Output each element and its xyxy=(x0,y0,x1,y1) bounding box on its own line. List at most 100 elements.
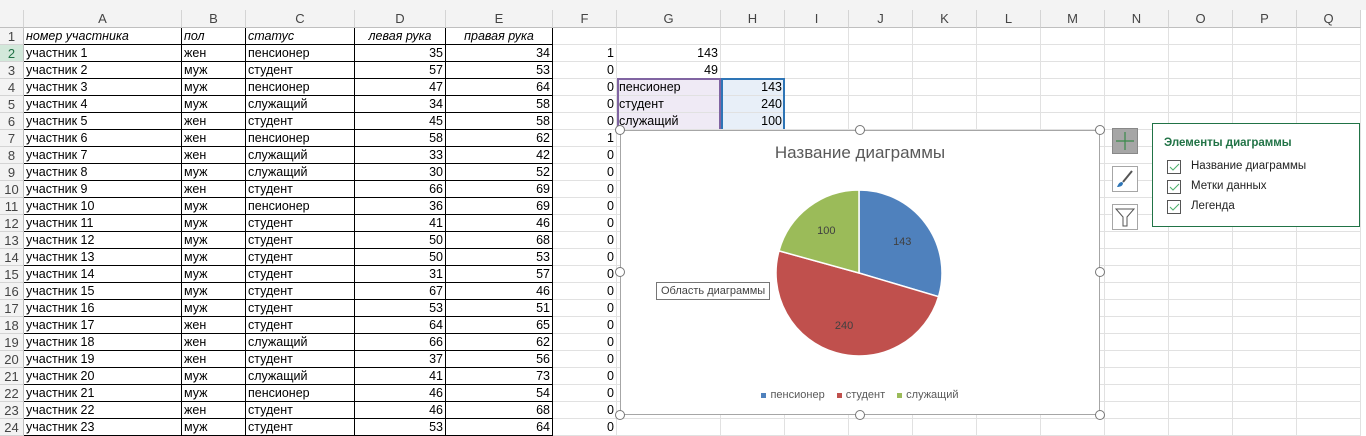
cell-B21[interactable]: муж xyxy=(182,368,246,385)
cell-Q12[interactable] xyxy=(1297,215,1361,232)
cell-E21[interactable]: 73 xyxy=(446,368,553,385)
cell-F19[interactable]: 0 xyxy=(553,334,617,351)
cell-F15[interactable]: 0 xyxy=(553,266,617,283)
cell-N17[interactable] xyxy=(1105,300,1169,317)
cell-I5[interactable] xyxy=(785,96,849,113)
cell-F21[interactable]: 0 xyxy=(553,368,617,385)
cell-O23[interactable] xyxy=(1169,402,1233,419)
cell-C7[interactable]: пенсионер xyxy=(246,130,355,147)
cell-N5[interactable] xyxy=(1105,96,1169,113)
cell-C14[interactable]: студент xyxy=(246,249,355,266)
cell-N2[interactable] xyxy=(1105,45,1169,62)
cell-A20[interactable]: участник 19 xyxy=(24,351,182,368)
cell-O13[interactable] xyxy=(1169,232,1233,249)
cell-B18[interactable]: жен xyxy=(182,317,246,334)
cell-A10[interactable]: участник 9 xyxy=(24,181,182,198)
cell-B1[interactable]: пол xyxy=(182,28,246,45)
column-header-D[interactable]: D xyxy=(355,10,446,28)
cell-D14[interactable]: 50 xyxy=(355,249,446,266)
cell-C10[interactable]: студент xyxy=(246,181,355,198)
cell-M4[interactable] xyxy=(1041,79,1105,96)
cell-A8[interactable]: участник 7 xyxy=(24,147,182,164)
cell-H2[interactable] xyxy=(721,45,785,62)
cell-P19[interactable] xyxy=(1233,334,1297,351)
cell-Q4[interactable] xyxy=(1297,79,1361,96)
cell-G24[interactable] xyxy=(617,419,721,436)
cell-A17[interactable]: участник 16 xyxy=(24,300,182,317)
cell-D7[interactable]: 58 xyxy=(355,130,446,147)
cell-P20[interactable] xyxy=(1233,351,1297,368)
cell-D20[interactable]: 37 xyxy=(355,351,446,368)
cell-F3[interactable]: 0 xyxy=(553,62,617,79)
cell-J4[interactable] xyxy=(849,79,913,96)
cell-E8[interactable]: 42 xyxy=(446,147,553,164)
row-header[interactable]: 11 xyxy=(0,198,24,215)
cell-E11[interactable]: 69 xyxy=(446,198,553,215)
cell-G5[interactable]: студент xyxy=(617,96,721,113)
cell-M23[interactable] xyxy=(1041,402,1105,419)
cell-A6[interactable]: участник 5 xyxy=(24,113,182,130)
cell-C2[interactable]: пенсионер xyxy=(246,45,355,62)
cell-E23[interactable]: 68 xyxy=(446,402,553,419)
row-header[interactable]: 12 xyxy=(0,215,24,232)
cell-P18[interactable] xyxy=(1233,317,1297,334)
cell-L1[interactable] xyxy=(977,28,1041,45)
cell-B12[interactable]: муж xyxy=(182,215,246,232)
pie-slice-пенсионер[interactable] xyxy=(858,189,943,298)
chart-filters-button[interactable] xyxy=(1112,204,1138,230)
cell-P1[interactable] xyxy=(1233,28,1297,45)
cell-M5[interactable] xyxy=(1041,96,1105,113)
cell-F12[interactable]: 0 xyxy=(553,215,617,232)
cell-A14[interactable]: участник 13 xyxy=(24,249,182,266)
cell-J6[interactable] xyxy=(849,113,913,130)
cell-O17[interactable] xyxy=(1169,300,1233,317)
cell-L6[interactable] xyxy=(977,113,1041,130)
cell-C20[interactable]: студент xyxy=(246,351,355,368)
cell-N3[interactable] xyxy=(1105,62,1169,79)
cell-D16[interactable]: 67 xyxy=(355,283,446,300)
resize-handle[interactable] xyxy=(615,267,625,277)
cell-A11[interactable]: участник 10 xyxy=(24,198,182,215)
cell-D1[interactable]: левая рука xyxy=(355,28,446,45)
cell-E3[interactable]: 53 xyxy=(446,62,553,79)
cell-A7[interactable]: участник 6 xyxy=(24,130,182,147)
cell-A4[interactable]: участник 3 xyxy=(24,79,182,96)
cell-H6[interactable]: 100 xyxy=(721,113,785,130)
cell-D12[interactable]: 41 xyxy=(355,215,446,232)
cell-A23[interactable]: участник 22 xyxy=(24,402,182,419)
cell-D8[interactable]: 33 xyxy=(355,147,446,164)
column-header-I[interactable]: I xyxy=(785,10,849,28)
cell-C12[interactable]: студент xyxy=(246,215,355,232)
cell-P21[interactable] xyxy=(1233,368,1297,385)
column-header-E[interactable]: E xyxy=(446,10,553,28)
row-header[interactable]: 16 xyxy=(0,283,24,300)
cell-G4[interactable]: пенсионер xyxy=(617,79,721,96)
cell-E20[interactable]: 56 xyxy=(446,351,553,368)
cell-A18[interactable]: участник 17 xyxy=(24,317,182,334)
cell-N21[interactable] xyxy=(1105,368,1169,385)
cell-P2[interactable] xyxy=(1233,45,1297,62)
cell-O5[interactable] xyxy=(1169,96,1233,113)
legend-entry[interactable]: служащий xyxy=(897,389,959,401)
cell-B15[interactable]: муж xyxy=(182,266,246,283)
cell-J5[interactable] xyxy=(849,96,913,113)
cell-O1[interactable] xyxy=(1169,28,1233,45)
cell-A15[interactable]: участник 14 xyxy=(24,266,182,283)
row-header[interactable]: 14 xyxy=(0,249,24,266)
cell-Q19[interactable] xyxy=(1297,334,1361,351)
cell-Q23[interactable] xyxy=(1297,402,1361,419)
cell-D24[interactable]: 53 xyxy=(355,419,446,436)
cell-E7[interactable]: 62 xyxy=(446,130,553,147)
cell-A1[interactable]: номер участника xyxy=(24,28,182,45)
row-header[interactable]: 20 xyxy=(0,351,24,368)
column-header-O[interactable]: O xyxy=(1169,10,1233,28)
cell-D4[interactable]: 47 xyxy=(355,79,446,96)
cell-F8[interactable]: 0 xyxy=(553,147,617,164)
cell-P4[interactable] xyxy=(1233,79,1297,96)
row-header[interactable]: 24 xyxy=(0,419,24,436)
cell-D9[interactable]: 30 xyxy=(355,164,446,181)
cell-J1[interactable] xyxy=(849,28,913,45)
column-header-F[interactable]: F xyxy=(553,10,617,28)
cell-L24[interactable] xyxy=(977,419,1041,436)
cell-E14[interactable]: 53 xyxy=(446,249,553,266)
